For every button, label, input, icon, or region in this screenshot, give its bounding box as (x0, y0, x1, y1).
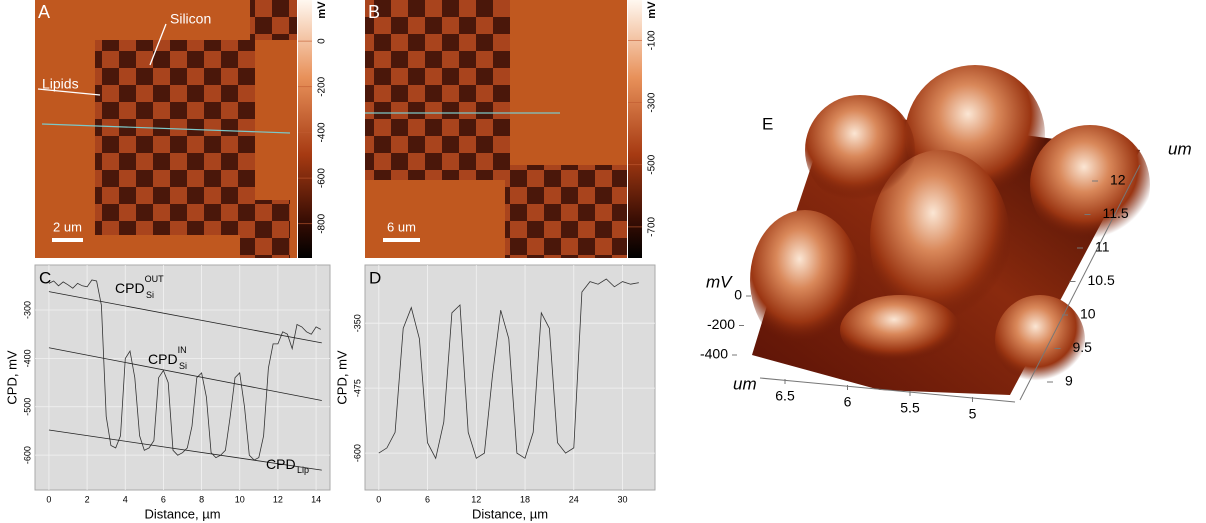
surface-peak (995, 295, 1085, 385)
colorbar-tick-label: -500 (647, 154, 658, 174)
plot-area (364, 264, 656, 491)
y-tick-label: -500 (22, 398, 32, 416)
x-tick-label: 5.5 (900, 400, 920, 416)
y-tick-label: 9 (1065, 373, 1073, 389)
reference-label: CPDIN Si (148, 345, 187, 371)
annotation: Silicon (170, 11, 211, 27)
reference-line (48, 347, 322, 401)
panel-label: B (368, 2, 380, 22)
colorbar-tick-label: -200 (317, 76, 328, 96)
y-tick-label: -350 (352, 314, 362, 332)
checker-region (240, 200, 290, 258)
surface-peak (840, 295, 960, 365)
y-axis-label: um (1168, 139, 1192, 158)
reference-label-sub: Lip (297, 465, 309, 475)
x-axis-label: um (733, 374, 757, 393)
x-tick-label: 8 (199, 494, 204, 504)
annotation-arrow (37, 88, 101, 96)
colorbar-tick-label: 0 (317, 38, 328, 44)
y-axis-line (1019, 164, 1141, 401)
x-tick-label: 12 (273, 494, 283, 504)
colorbar-tick-label: -800 (317, 213, 328, 233)
reference-label-main: CPD (115, 280, 145, 296)
annotation: Lipids (42, 76, 79, 92)
x-tick-label: 6 (844, 394, 852, 410)
x-tick-label: 5 (969, 406, 977, 422)
y-tick-label: -300 (22, 301, 32, 319)
y-tick-label: 9.5 (1073, 339, 1093, 355)
reference-label-main: CPD (266, 456, 296, 472)
y-tick-label: 11 (1095, 239, 1110, 255)
colorbar-label: mV (646, 1, 658, 19)
z-axis-label: mV (706, 272, 733, 291)
x-axis-label: Distance, µm (472, 506, 548, 521)
z-tick-label: 0 (734, 287, 742, 303)
y-tick-label: -475 (352, 379, 362, 397)
y-tick-label: 10 (1080, 306, 1096, 322)
y-tick-label: -600 (22, 446, 32, 464)
panel-label: A (38, 2, 50, 22)
z-tick-label: -200 (707, 316, 735, 332)
y-tick-label: 10.5 (1088, 272, 1115, 288)
y-tick-label: -600 (352, 444, 362, 462)
surface-peak (805, 95, 915, 205)
checker-region (95, 40, 255, 235)
annotation-arrow (149, 23, 167, 66)
x-tick-label: 30 (617, 494, 627, 504)
panel-label: C (39, 268, 51, 287)
x-tick-label: 10 (235, 494, 245, 504)
reference-label: CPDLip (266, 456, 309, 476)
x-tick-label: 2 (85, 494, 90, 504)
panel-label: D (369, 268, 381, 287)
colorbar-label: mV (316, 1, 328, 19)
colorbar-tick-label: -400 (317, 122, 328, 142)
x-tick-label: 18 (520, 494, 530, 504)
x-tick-label: 24 (569, 494, 579, 504)
x-tick-label: 6.5 (775, 388, 795, 404)
y-tick-label: -400 (22, 349, 32, 367)
x-tick-label: 0 (46, 494, 51, 504)
reference-line (48, 291, 322, 344)
y-tick-label: 12 (1110, 172, 1126, 188)
colorbar-tick-label: -100 (647, 30, 658, 50)
surface-peak (1030, 125, 1150, 245)
reference-label: CPDOUT Si (115, 274, 164, 300)
surface-peak (870, 150, 1010, 330)
profile-line (41, 123, 291, 134)
x-tick-label: 6 (161, 494, 166, 504)
reference-line (48, 429, 322, 471)
x-axis-label: Distance, µm (144, 506, 220, 521)
colorbar (298, 0, 312, 258)
surface-peak (750, 210, 860, 350)
reference-label-sup: IN (178, 345, 187, 355)
x-tick-label: 0 (376, 494, 381, 504)
z-tick-label: -400 (700, 346, 728, 362)
y-tick-label: 11.5 (1103, 205, 1129, 221)
x-tick-label: 14 (311, 494, 321, 504)
colorbar (628, 0, 642, 258)
reference-label-main: CPD (148, 351, 178, 367)
reference-label-sub: Si (179, 361, 187, 371)
reference-label-sub: Si (146, 290, 154, 300)
y-axis-label: CPD, mV (334, 350, 349, 405)
profile-curve (378, 278, 639, 460)
colorbar-tick-label: -700 (647, 216, 658, 236)
x-tick-label: 4 (123, 494, 128, 504)
colorbar-tick-label: -300 (647, 92, 658, 112)
colorbar-tick-label: -600 (317, 168, 328, 188)
x-tick-label: 6 (425, 494, 430, 504)
x-tick-label: 12 (471, 494, 481, 504)
checker-region (505, 165, 627, 258)
scale-bar-label: 2 um (53, 219, 82, 234)
panel-label: E (762, 114, 773, 133)
checker-region (365, 0, 510, 180)
y-axis-label: CPD, mV (4, 350, 19, 405)
reference-label-sup: OUT (145, 274, 165, 284)
checker-region (250, 0, 297, 40)
scale-bar-label: 6 um (387, 219, 416, 234)
